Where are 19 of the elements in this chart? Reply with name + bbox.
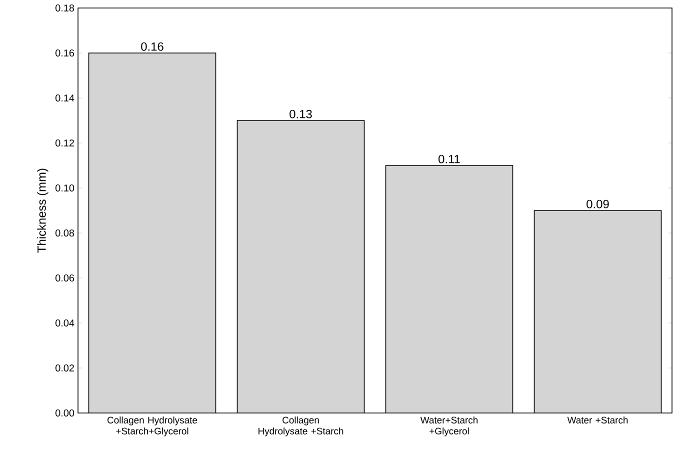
y-tick-label: 0.18 [55, 4, 74, 12]
x-tick-label: Collagen Hydrolysate +Starch+Glycerol [107, 416, 198, 436]
y-axis-title: Thickness (mm) [37, 168, 48, 253]
y-tick-label: 0.08 [55, 229, 74, 237]
y-tick-label: 0.14 [55, 94, 74, 102]
data-label: 0.16 [141, 42, 164, 51]
y-tick-label: 0.02 [55, 364, 74, 372]
y-tick-label: 0.06 [55, 274, 74, 282]
data-label: 0.11 [438, 154, 460, 164]
x-tick-label: Water +Starch [567, 416, 628, 424]
data-label: 0.09 [586, 200, 609, 208]
y-tick-label: 0.16 [55, 49, 74, 57]
y-tick-label: 0.10 [55, 184, 74, 192]
data-label: 0.13 [290, 110, 312, 118]
x-tick-label: Water+Starch +Glycerol [420, 416, 478, 436]
y-tick-label: 0.00 [55, 409, 74, 417]
y-tick-label: 0.12 [55, 139, 74, 147]
y-tick-label: 0.04 [55, 319, 74, 327]
x-tick-label: Collagen Hydrolysate +Starch [258, 416, 344, 436]
